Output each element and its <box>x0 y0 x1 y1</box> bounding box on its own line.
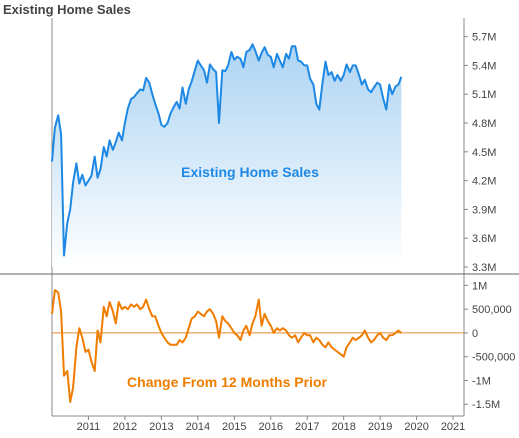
x-tick-label: 2019 <box>368 421 392 433</box>
sales-annotation: Existing Home Sales <box>181 164 319 180</box>
x-tick-label: 2020 <box>404 421 428 433</box>
x-tick-label: 2014 <box>186 421 210 433</box>
change-y-tick-label: -1M <box>472 375 491 387</box>
sales-line-layer <box>51 43 403 257</box>
x-tick-label: 2013 <box>149 421 173 433</box>
change-series-line <box>51 289 402 403</box>
sales-y-tick-label: 4.2M <box>472 176 496 188</box>
sales-area-layer <box>52 44 402 267</box>
x-tick-label: 2015 <box>222 421 246 433</box>
sales-y-tick-label: 5.7M <box>472 32 496 44</box>
x-tick-label: 2017 <box>295 421 319 433</box>
change-y-tick-label: 500,000 <box>472 304 512 316</box>
x-axis: 2011 2012 2013 2014 2015 2016 2017 2018 2019 2020… <box>77 416 465 433</box>
sales-y-axis: 5.7M 5.4M 5.1M 4.8M 4.5M 4.2M 3.9M 3.6M 3.3M <box>464 32 496 274</box>
x-tick-label: 2016 <box>259 421 283 433</box>
sales-y-tick-label: 4.8M <box>472 118 496 130</box>
change-annotation: Change From 12 Months Prior <box>127 374 327 390</box>
sales-y-tick-label: 3.9M <box>472 204 496 216</box>
x-tick-label: 2011 <box>77 421 101 433</box>
change-y-tick-label: -1.5M <box>472 399 500 411</box>
sales-y-tick-label: 3.6M <box>472 233 496 245</box>
chart-title: Existing Home Sales <box>3 2 131 17</box>
sales-y-tick-label: 5.1M <box>472 89 496 101</box>
sales-y-tick-label: 4.5M <box>472 147 496 159</box>
sales-series-line <box>51 43 403 257</box>
change-y-axis: 1M 500,000 0 -500,000 -1M -1.5M <box>464 280 515 411</box>
change-y-tick-label: 1M <box>472 280 487 292</box>
x-tick-label: 2012 <box>113 421 137 433</box>
x-tick-label: 2021 <box>441 421 465 433</box>
change-y-tick-label: 0 <box>472 328 478 340</box>
sales-y-tick-label: 3.3M <box>472 262 496 274</box>
sales-area-fill <box>52 44 402 267</box>
x-tick-label: 2018 <box>331 421 355 433</box>
change-y-tick-label: -500,000 <box>472 352 515 364</box>
sales-y-tick-label: 5.4M <box>472 60 496 72</box>
change-line-layer <box>51 289 402 403</box>
